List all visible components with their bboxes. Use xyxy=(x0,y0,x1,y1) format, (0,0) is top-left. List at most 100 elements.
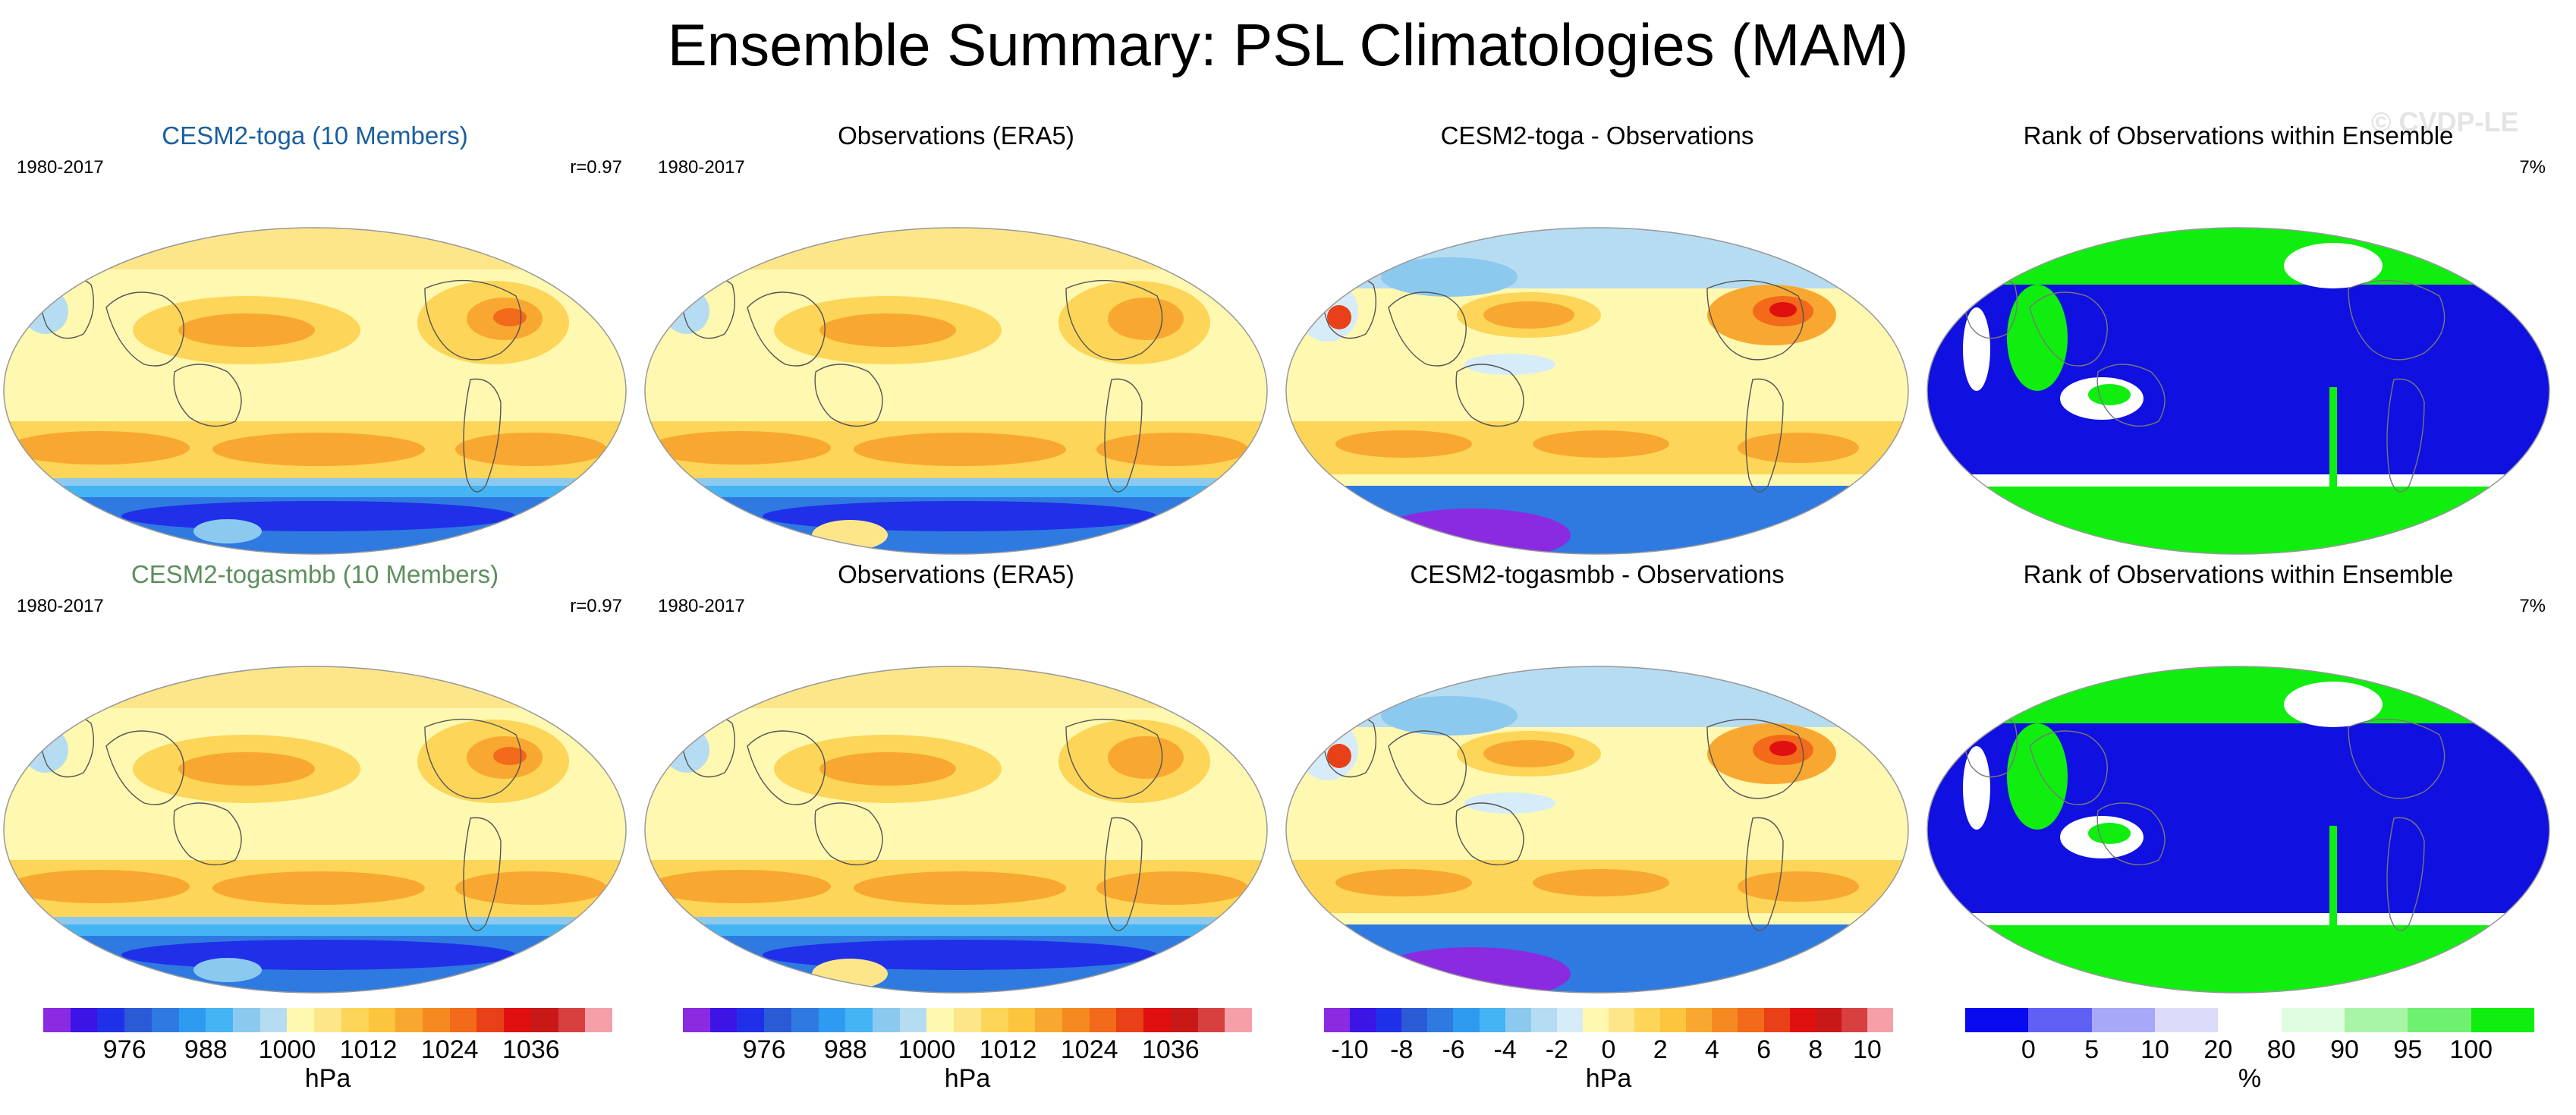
colorbar-cell xyxy=(2155,1008,2219,1032)
map-panel: CESM2-togasmbb (10 Members) 1980-2017 r=0.… xyxy=(0,560,630,1008)
coastline-1 xyxy=(1455,364,1524,427)
psl-natl-2 xyxy=(1108,736,1184,779)
coastline-2 xyxy=(424,718,522,799)
colorbar-cell xyxy=(1089,1008,1117,1032)
panel-title: Observations (ERA5) xyxy=(838,121,1074,150)
colorbar-cell xyxy=(954,1008,982,1032)
rank-antarctic xyxy=(1927,924,2549,993)
map-field xyxy=(645,666,1267,993)
coastline-2 xyxy=(424,279,522,361)
panel-period: 1980-2017 xyxy=(17,157,104,178)
diff-tibet xyxy=(1327,744,1351,768)
coastline-1 xyxy=(814,802,883,866)
colorbar-tick-label: 5 xyxy=(2084,1035,2099,1064)
rank-greenland-white xyxy=(2284,243,2383,288)
colorbar-cell xyxy=(178,1008,206,1032)
psl-sub-2 xyxy=(854,871,1066,905)
psl-sub-2 xyxy=(212,433,425,466)
map-svg xyxy=(644,666,1268,994)
colorbar-cell xyxy=(1582,1008,1609,1032)
coastline-2 xyxy=(2348,718,2445,799)
colorbar-cell xyxy=(97,1008,125,1032)
psl-southern-1 xyxy=(4,478,626,486)
colorbar-tick-label: 80 xyxy=(2266,1035,2296,1064)
diff-antarctic-core xyxy=(1373,947,1571,993)
psl-asia-low xyxy=(23,288,68,334)
diff-south-2 xyxy=(1533,869,1669,896)
figure-title: Ensemble Summary: PSL Climatologies (MAM… xyxy=(667,11,1909,78)
diff-arctic xyxy=(1286,228,1908,288)
map-border xyxy=(1285,227,1909,555)
colorbar-tick-label: 8 xyxy=(1808,1035,1823,1064)
colorbar-cell xyxy=(1505,1008,1532,1032)
colorbar-tick-label: 1024 xyxy=(420,1035,479,1064)
rank-maritime-green xyxy=(2088,384,2131,405)
rank-africa-white xyxy=(1963,746,1990,830)
psl-southern-1 xyxy=(645,478,1267,486)
map-panel: Rank of Observations within Ensemble 7% xyxy=(1923,560,2553,1008)
coastline-0 xyxy=(2029,291,2108,367)
psl-southern-2 xyxy=(4,924,626,936)
coastline-3 xyxy=(463,817,502,931)
panel-title: Rank of Observations within Ensemble xyxy=(2023,121,2454,150)
psl-southern-core xyxy=(121,940,516,970)
colorbar-cell xyxy=(1712,1008,1738,1032)
psl-asia-low xyxy=(664,288,709,334)
colorbar-cell xyxy=(1841,1008,1868,1032)
colorbar-cell xyxy=(449,1008,477,1032)
colorbar-cell xyxy=(1401,1008,1428,1032)
psl-southern-1 xyxy=(645,917,1267,924)
map-svg xyxy=(1285,227,1909,555)
psl-arctic xyxy=(4,228,626,269)
map-panel: Observations (ERA5) 1980-2017 xyxy=(641,121,1271,569)
psl-sub-3 xyxy=(455,433,607,466)
map-panel: CESM2-toga - Observations xyxy=(1282,121,1912,569)
colorbar-tick-label: 976 xyxy=(102,1035,146,1064)
colorbar-cell xyxy=(1225,1008,1253,1032)
psl-sub-3 xyxy=(455,871,607,905)
diff-antarctic-core xyxy=(1373,509,1571,554)
colorbar-cell xyxy=(737,1008,765,1032)
colorbar-tick-label: 95 xyxy=(2393,1035,2423,1064)
panel-title: CESM2-toga - Observations xyxy=(1440,121,1754,150)
diff-south-1 xyxy=(1335,430,1472,458)
map-svg xyxy=(3,227,627,555)
coastline-1 xyxy=(2096,802,2166,866)
panel-title: Observations (ERA5) xyxy=(838,560,1074,588)
colorbar-cell xyxy=(1965,1008,2029,1032)
map-border xyxy=(1285,666,1909,994)
panel-title: Rank of Observations within Ensemble xyxy=(2023,560,2454,588)
psl-southern-2 xyxy=(4,486,626,497)
rank-asia-high xyxy=(2007,723,2068,830)
diff-south-2 xyxy=(1533,430,1669,458)
colorbar-unit: % xyxy=(2238,1064,2262,1093)
rank-africa-white xyxy=(1963,307,1990,391)
coastline-0 xyxy=(747,730,826,805)
colorbar-cell xyxy=(151,1008,180,1032)
colorbar-tick-label: 0 xyxy=(2021,1035,2036,1064)
psl-natl-3 xyxy=(493,747,527,765)
psl-asia-low xyxy=(664,727,709,773)
coastline-0 xyxy=(2029,730,2108,805)
colorbar-cell xyxy=(1427,1008,1454,1032)
colorbar-cell xyxy=(1789,1008,1816,1032)
colorbar-tick-label: 1036 xyxy=(502,1035,560,1064)
map-field xyxy=(1286,666,1908,993)
psl-southern-1 xyxy=(4,917,626,924)
map-svg xyxy=(1926,666,2550,994)
colorbar-tick-label: 988 xyxy=(823,1035,867,1064)
psl-colorbar-obs-mid: 976 988 1000 1012 1024 1036 hPa xyxy=(683,1008,1253,1099)
colorbar-cell xyxy=(585,1008,613,1032)
coastline-0 xyxy=(1388,291,1467,367)
colorbar-cell xyxy=(1763,1008,1791,1032)
colorbar-cell xyxy=(1530,1008,1558,1032)
colorbar-tick-label: -4 xyxy=(1493,1035,1517,1064)
colorbar-cell xyxy=(124,1008,153,1032)
colorbar-cell xyxy=(423,1008,451,1032)
colorbar-tick-label: 100 xyxy=(2449,1035,2493,1064)
psl-npac-2 xyxy=(819,752,956,786)
rank-maritime-green xyxy=(2088,823,2131,844)
colorbar-cell xyxy=(1170,1008,1199,1032)
coastline-0 xyxy=(105,291,184,367)
map-border xyxy=(1926,227,2550,555)
